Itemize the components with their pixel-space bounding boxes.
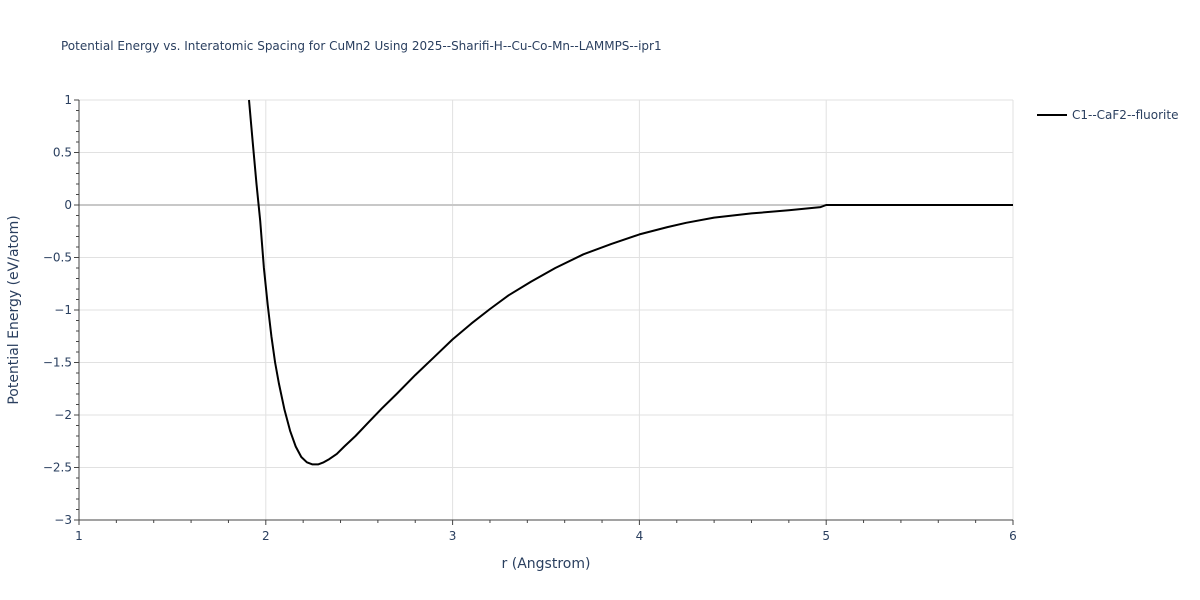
x-tick-label: 6 bbox=[1009, 529, 1017, 543]
legend-item-label: C1--CaF2--fluorite bbox=[1072, 108, 1178, 122]
y-tick-label: −1 bbox=[54, 303, 72, 317]
series-line bbox=[248, 99, 1013, 466]
y-tick-label: 0.5 bbox=[53, 146, 72, 160]
axis-layer: 1 2 3 4 5 6 1 0.5 0 −0.5 −1 −1.5 −2 −2.5 −3 bbox=[43, 93, 1017, 543]
legend[interactable]: C1--CaF2--fluorite bbox=[1037, 108, 1178, 122]
y-tick-label: −2 bbox=[54, 408, 72, 422]
x-tick-label: 2 bbox=[262, 529, 270, 543]
x-tick-label: 1 bbox=[75, 529, 83, 543]
y-tick-label: 1 bbox=[64, 93, 72, 107]
chart-title: Potential Energy vs. Interatomic Spacing… bbox=[61, 39, 662, 53]
y-axis-title: Potential Energy (eV/atom) bbox=[6, 215, 22, 404]
series-layer bbox=[248, 99, 1013, 466]
grid-layer bbox=[79, 99, 1014, 520]
x-axis-title: r (Angstrom) bbox=[502, 556, 591, 572]
y-tick-label: −3 bbox=[54, 513, 72, 527]
x-tick-label: 4 bbox=[636, 529, 644, 543]
y-tick-label: −0.5 bbox=[43, 251, 72, 265]
x-tick-label: 3 bbox=[449, 529, 457, 543]
x-tick-label: 5 bbox=[822, 529, 830, 543]
y-tick-label: −2.5 bbox=[43, 461, 72, 475]
y-tick-label: −1.5 bbox=[43, 356, 72, 370]
y-tick-label: 0 bbox=[64, 198, 72, 212]
